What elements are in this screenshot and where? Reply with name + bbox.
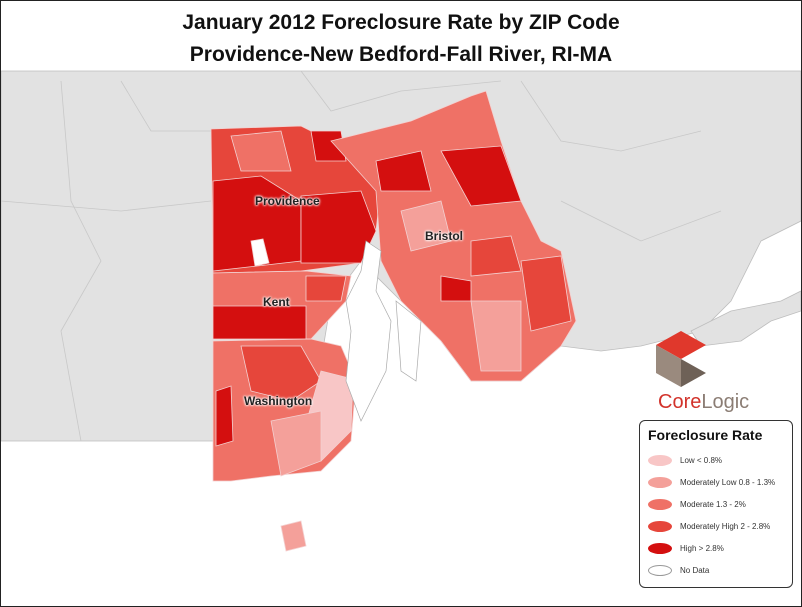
legend-swatch [648,454,672,466]
corelogic-logo-text: CoreLogic [658,391,750,413]
washington-county [212,338,357,552]
kent-county [212,270,352,340]
county-label-providence: Providence [255,194,320,208]
map-subtitle: Providence-New Bedford-Fall River, RI-MA [189,43,613,66]
legend-item-no-data: No Data [648,559,792,581]
legend-swatch [648,498,672,510]
county-label-kent: Kent [263,295,290,309]
bristol-county [330,90,577,382]
legend-swatch [648,564,672,576]
narragansett-bay [345,240,422,422]
legend-swatch [648,542,672,554]
legend-label: Moderately High 2 - 2.8% [680,521,771,531]
town-boundaries [1,70,722,442]
legend-label: Moderately Low 0.8 - 1.3% [680,477,776,487]
legend-item-moderately-low: Moderately Low 0.8 - 1.3% [648,471,792,493]
legend-label: Moderate 1.3 - 2% [680,499,746,509]
corelogic-logo-icon [656,331,706,387]
map-title: January 2012 Foreclosure Rate by ZIP Cod… [182,11,620,34]
legend-title: Foreclosure Rate [648,427,763,443]
legend: Foreclosure Rate Low < 0.8% Moderately L… [639,420,793,588]
legend-label: Low < 0.8% [680,455,723,465]
legend-swatch [648,476,672,488]
legend-swatch [648,520,672,532]
county-label-washington: Washington [244,394,313,408]
legend-label: High > 2.8% [680,543,724,553]
legend-item-moderate: Moderate 1.3 - 2% [648,493,792,515]
legend-item-moderately-high: Moderately High 2 - 2.8% [648,515,792,537]
county-label-bristol: Bristol [425,229,464,243]
legend-item-high: High > 2.8% [648,537,792,559]
legend-item-low: Low < 0.8% [648,449,792,471]
legend-label: No Data [680,565,710,575]
